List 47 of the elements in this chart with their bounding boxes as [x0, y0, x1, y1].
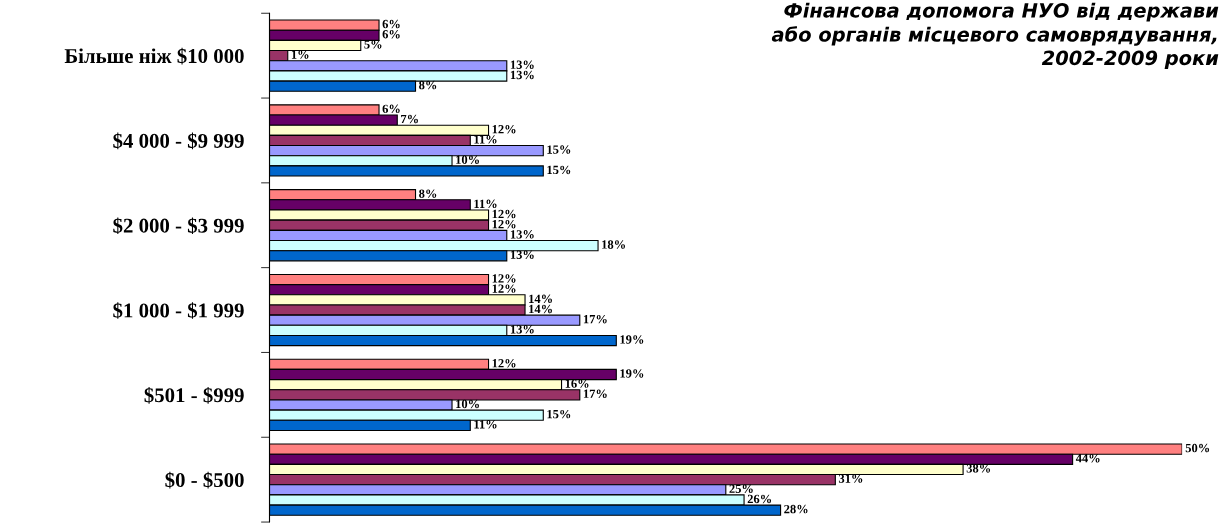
data-label: 13% — [510, 250, 534, 259]
y-tick-label: $4 000 - $9 999 — [113, 132, 244, 150]
data-label: 12% — [492, 274, 516, 283]
data-label: 1% — [291, 50, 309, 59]
data-label: 14% — [529, 294, 552, 304]
data-label: 28% — [784, 504, 808, 514]
data-label: 31% — [838, 474, 863, 483]
data-label: 44% — [1075, 453, 1100, 463]
data-label: 6% — [382, 29, 400, 39]
data-label: 13% — [510, 70, 534, 80]
data-label: 11% — [474, 420, 497, 429]
data-label: 12% — [492, 124, 516, 134]
data-label: 6% — [382, 19, 400, 29]
data-label: 19% — [620, 335, 644, 344]
data-label: 11% — [474, 135, 497, 144]
data-label: 17% — [583, 389, 607, 399]
data-label: 8% — [419, 80, 437, 90]
data-label: 12% — [492, 359, 516, 368]
data-label: 10% — [456, 155, 479, 164]
data-label: 15% — [547, 145, 571, 154]
y-tick-label: $1 000 - $1 999 — [113, 302, 244, 319]
y-tick-label: $2 000 - $3 999 — [113, 217, 244, 235]
data-label: 15% — [547, 409, 571, 419]
data-label: 11% — [474, 199, 497, 209]
data-label: 17% — [583, 314, 607, 324]
data-label: 26% — [747, 494, 772, 504]
data-label: 50% — [1185, 443, 1210, 453]
data-label: 18% — [602, 240, 625, 249]
data-label: 14% — [529, 304, 552, 314]
data-label: 7% — [401, 114, 418, 124]
data-label: 12% — [492, 284, 516, 293]
data-label: 16% — [565, 379, 589, 388]
data-label: 8% — [419, 189, 437, 198]
data-label: 19% — [620, 369, 644, 378]
text: Фінансова допомога НУО від держави або органів місцевого самоврядування, 2002-2009 роки — [771, 2, 1219, 69]
data-label: 13% — [510, 60, 534, 69]
data-label: 25% — [729, 484, 753, 493]
data-label: 13% — [510, 230, 534, 239]
data-label: 12% — [492, 219, 516, 229]
data-label: 13% — [510, 325, 534, 334]
y-tick-label: $501 - $999 — [144, 386, 244, 404]
y-tick-label: Більше ніж $10 000 — [64, 47, 244, 65]
data-label: 15% — [547, 165, 571, 175]
y-tick-label: $0 - $500 — [165, 471, 244, 489]
data-label: 6% — [382, 104, 400, 114]
data-label: 12% — [492, 209, 516, 219]
data-label: 10% — [456, 399, 479, 409]
